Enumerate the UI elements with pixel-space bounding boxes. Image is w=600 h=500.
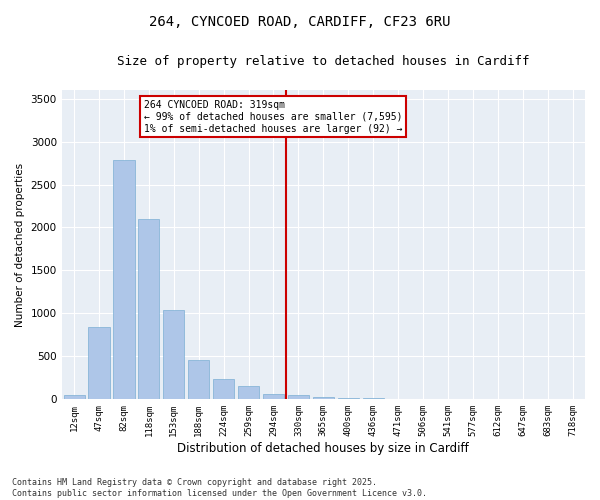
Bar xyxy=(188,360,209,400)
Bar xyxy=(288,395,309,400)
Bar xyxy=(138,219,160,400)
Text: 264 CYNCOED ROAD: 319sqm
← 99% of detached houses are smaller (7,595)
1% of semi: 264 CYNCOED ROAD: 319sqm ← 99% of detach… xyxy=(144,100,403,134)
Bar xyxy=(213,379,234,400)
Bar xyxy=(263,394,284,400)
Bar xyxy=(113,160,134,400)
Bar xyxy=(64,395,85,400)
Bar xyxy=(238,386,259,400)
Text: Contains HM Land Registry data © Crown copyright and database right 2025.
Contai: Contains HM Land Registry data © Crown c… xyxy=(12,478,427,498)
Bar xyxy=(313,397,334,400)
Bar xyxy=(388,398,409,400)
X-axis label: Distribution of detached houses by size in Cardiff: Distribution of detached houses by size … xyxy=(178,442,469,455)
Bar xyxy=(88,327,110,400)
Text: 264, CYNCOED ROAD, CARDIFF, CF23 6RU: 264, CYNCOED ROAD, CARDIFF, CF23 6RU xyxy=(149,15,451,29)
Bar xyxy=(362,398,384,400)
Y-axis label: Number of detached properties: Number of detached properties xyxy=(15,162,25,326)
Title: Size of property relative to detached houses in Cardiff: Size of property relative to detached ho… xyxy=(117,55,530,68)
Bar xyxy=(163,310,184,400)
Bar xyxy=(338,398,359,400)
